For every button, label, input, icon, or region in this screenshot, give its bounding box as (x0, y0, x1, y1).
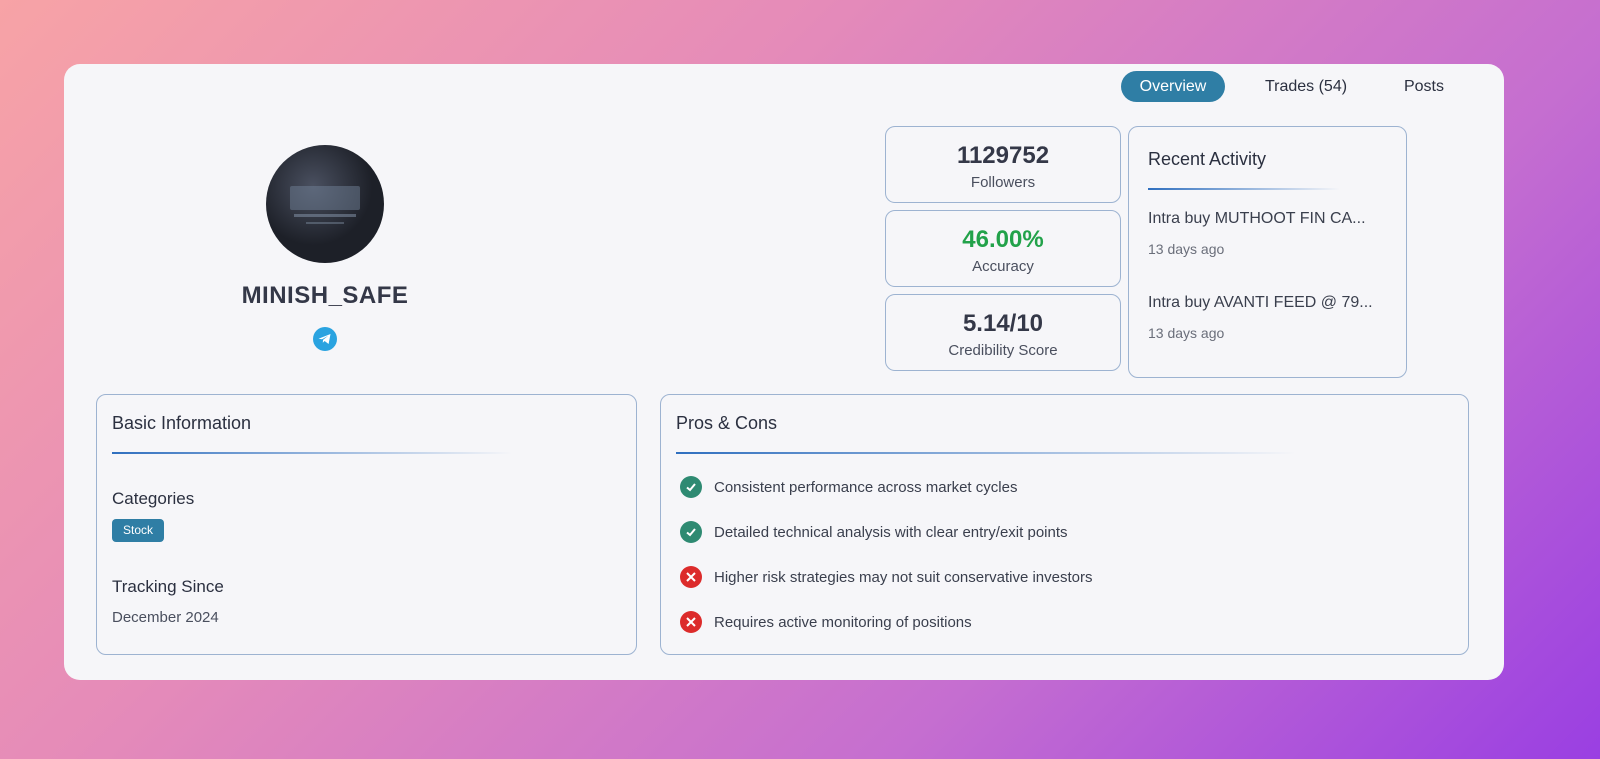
con-item: Requires active monitoring of positions (680, 611, 972, 633)
stat-value: 5.14/10 (962, 310, 1044, 337)
field-label: Tracking Since (112, 577, 224, 596)
section-title: Basic Information (112, 413, 252, 433)
con-text: Requires active monitoring of positions (714, 613, 972, 631)
con-item: Higher risk strategies may not suit cons… (680, 566, 1092, 588)
stat-value: 46.00% (962, 226, 1044, 253)
stat-label: Credibility Score (948, 342, 1058, 359)
stat-box: 5.14/10 Credibility Score (885, 294, 1121, 371)
field-value: December 2024 (112, 609, 219, 626)
divider (676, 452, 1296, 454)
pro-text: Consistent performance across market cyc… (714, 478, 1018, 496)
field-label: Categories (112, 489, 195, 508)
tab[interactable]: Trades (54) (1264, 78, 1348, 95)
tab[interactable]: Posts (1403, 78, 1444, 95)
pros-cons (660, 394, 1469, 655)
section-title: Pros & Cons (676, 413, 778, 433)
divider (112, 452, 512, 454)
con-text: Higher risk strategies may not suit cons… (714, 568, 1093, 586)
section-title: Recent Activity (1148, 149, 1267, 169)
stat-box: 46.00% Accuracy (885, 210, 1121, 287)
stat-box: 1129752 Followers (885, 126, 1121, 203)
stat-label: Followers (970, 174, 1036, 191)
pro-item: Consistent performance across market cyc… (680, 476, 1017, 498)
cross-icon (680, 566, 702, 588)
tab[interactable]: Overview (1121, 71, 1225, 102)
recent-activity (1128, 126, 1407, 378)
activity-time: 13 days ago (1148, 325, 1225, 341)
check-icon (680, 521, 702, 543)
activity-time: 13 days ago (1148, 241, 1225, 257)
cross-icon (680, 611, 702, 633)
pro-text: Detailed technical analysis with clear e… (714, 523, 1068, 541)
divider (1148, 188, 1340, 190)
category-tag: Stock (112, 519, 165, 542)
profile-name: MINISH_SAFE (241, 282, 409, 309)
check-icon (680, 476, 702, 498)
activity-text[interactable]: Intra buy MUTHOOT FIN CA... (1148, 210, 1366, 227)
basic-information (96, 394, 637, 655)
avatar (266, 145, 384, 263)
telegram-icon[interactable] (313, 327, 337, 351)
activity-text[interactable]: Intra buy AVANTI FEED @ 79... (1148, 294, 1373, 311)
stat-value: 1129752 (956, 142, 1050, 169)
pro-item: Detailed technical analysis with clear e… (680, 521, 1068, 543)
stat-label: Accuracy (972, 258, 1034, 275)
